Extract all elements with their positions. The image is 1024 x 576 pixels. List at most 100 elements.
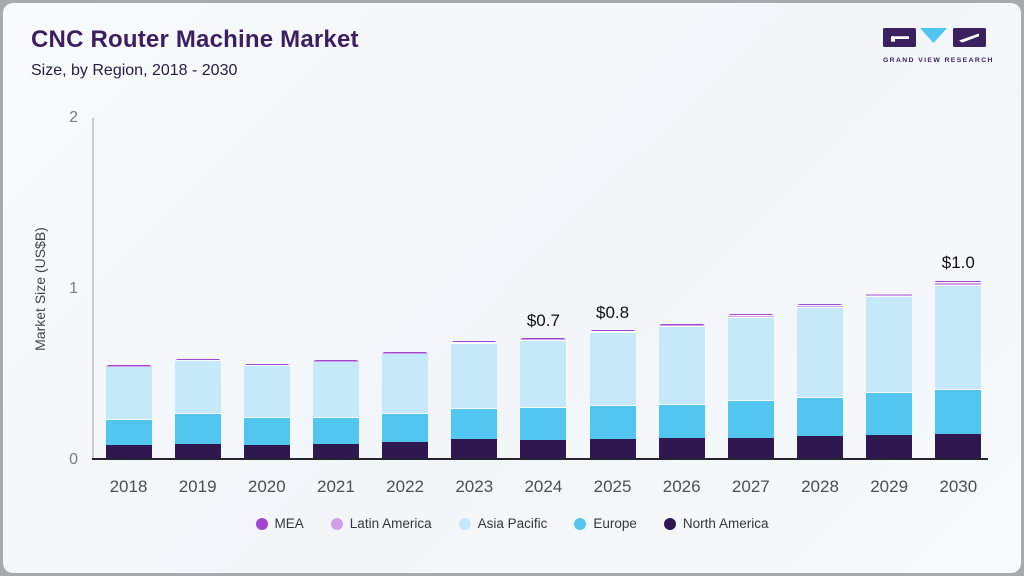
bar-2018-segment-europe [105,419,152,445]
bar-2020-segment-latin-america [243,364,290,365]
legend-item-mea: MEA [255,516,304,531]
bar-2030-segment-latin-america [935,282,982,286]
bar-2018 [105,365,152,458]
bar-2025-segment-asia-pacific [589,332,636,405]
bar-2029-segment-latin-america [866,293,913,296]
y-tick-2: 2 [69,109,78,126]
y-axis-line [92,118,94,459]
bar-2029-segment-europe [866,392,913,435]
legend-label-asia-pacific: Asia Pacific [477,516,548,531]
bar-2022-segment-europe [382,412,429,442]
gvr-logo-icon [883,28,986,47]
page-subtitle: Size, by Region, 2018 - 2030 [31,62,238,79]
bar-2020-segment-europe [243,416,290,445]
bar-2024-segment-europe [520,407,567,441]
bar-2028-segment-europe [797,396,843,436]
legend-swatch-asia-pacific [458,517,471,530]
bar-2030-segment-europe [935,389,982,435]
bar-2023-segment-north-america [451,439,498,458]
bar-2028-segment-north-america [797,435,843,458]
bar-2029-segment-north-america [866,434,913,458]
value-label-2030: $1.0 [941,253,975,273]
gvr-logo-text: GRAND VIEW RESEARCH [883,57,994,64]
bar-2026-segment-north-america [658,437,705,458]
bar-2029-segment-asia-pacific [866,295,913,392]
bar-2019-segment-asia-pacific [174,359,221,414]
bar-2026 [658,323,705,458]
gvr-logo: GRAND VIEW RESEARCH [883,28,994,64]
bar-2019 [174,358,221,458]
legend-label-europe: Europe [593,516,637,531]
bar-2018-segment-north-america [105,445,152,458]
bar-2027-segment-mea [727,314,774,316]
chart-legend: MEA Latin America Asia Pacific Europe North … [0,516,1024,531]
bar-2028 [797,303,843,458]
bar-2021-segment-asia-pacific [312,361,359,417]
bar-2029 [866,291,913,458]
x-tick-2021: 2021 [317,477,355,496]
bar-2021 [312,360,359,458]
bar-2025-segment-europe [589,405,636,440]
bar-2027 [727,314,774,458]
bar-2019-segment-europe [174,413,221,444]
legend-item-asia-pacific: Asia Pacific [458,516,548,531]
bar-2020 [243,364,290,458]
x-tick-2024: 2024 [524,477,563,496]
bar-2030 [935,280,982,458]
legend-label-mea: MEA [274,516,304,531]
bar-2026-segment-europe [658,403,705,438]
bar-2027-segment-europe [727,400,774,438]
bar-2021-segment-latin-america [312,360,359,362]
bar-2018-segment-asia-pacific [105,366,152,419]
x-tick-2022: 2022 [386,477,425,496]
x-axis-line [92,458,988,460]
bar-2023-segment-europe [451,408,498,440]
bar-2019-segment-north-america [174,443,221,458]
bar-2025-segment-mea [589,329,636,331]
y-tick-0: 0 [69,451,78,468]
y-tick-1: 1 [69,280,78,297]
x-tick-2023: 2023 [455,477,494,496]
bar-2021-segment-north-america [312,443,359,458]
bar-2023-segment-mea [451,341,498,342]
bar-2022-segment-north-america [382,441,429,458]
bar-2027-segment-north-america [727,437,774,458]
x-tick-2026: 2026 [662,477,701,496]
bar-2024 [520,337,567,458]
legend-item-europe: Europe [574,516,637,531]
bar-2022-segment-latin-america [382,352,429,354]
bar-2028-segment-latin-america [797,304,843,308]
legend-item-latin-america: Latin America [330,516,432,531]
bar-2024-segment-mea [520,337,567,339]
bar-2026-segment-mea [658,323,705,325]
bar-2026-segment-latin-america [658,324,705,327]
bar-2024-segment-asia-pacific [520,340,567,408]
bar-2023-segment-asia-pacific [451,343,498,409]
legend-label-latin-america: Latin America [349,516,432,531]
bar-2023-segment-latin-america [451,341,498,344]
legend-swatch-north-america [663,517,676,530]
bar-2027-segment-latin-america [727,315,774,318]
bar-2019-segment-latin-america [174,359,221,360]
bar-2024-segment-north-america [520,440,567,458]
x-tick-2025: 2025 [593,477,632,496]
x-tick-2027: 2027 [731,477,770,496]
legend-swatch-europe [574,517,587,530]
x-tick-2018: 2018 [109,477,148,496]
bar-2025-segment-north-america [589,439,636,458]
bar-2027-segment-asia-pacific [727,317,774,401]
bar-2025 [589,329,636,458]
bar-2025-segment-latin-america [589,330,636,333]
bar-2023 [451,341,498,458]
bar-2028-segment-mea [797,303,843,305]
x-tick-2028: 2028 [801,477,839,496]
legend-item-north-america: North America [663,516,768,531]
page-title: CNC Router Machine Market [31,26,359,53]
bar-2020-segment-asia-pacific [243,364,290,417]
legend-swatch-latin-america [330,517,343,530]
bar-2021-segment-europe [312,416,359,444]
bar-2022 [382,352,429,458]
bar-2026-segment-asia-pacific [658,326,705,404]
bar-2029-segment-mea [866,291,913,294]
